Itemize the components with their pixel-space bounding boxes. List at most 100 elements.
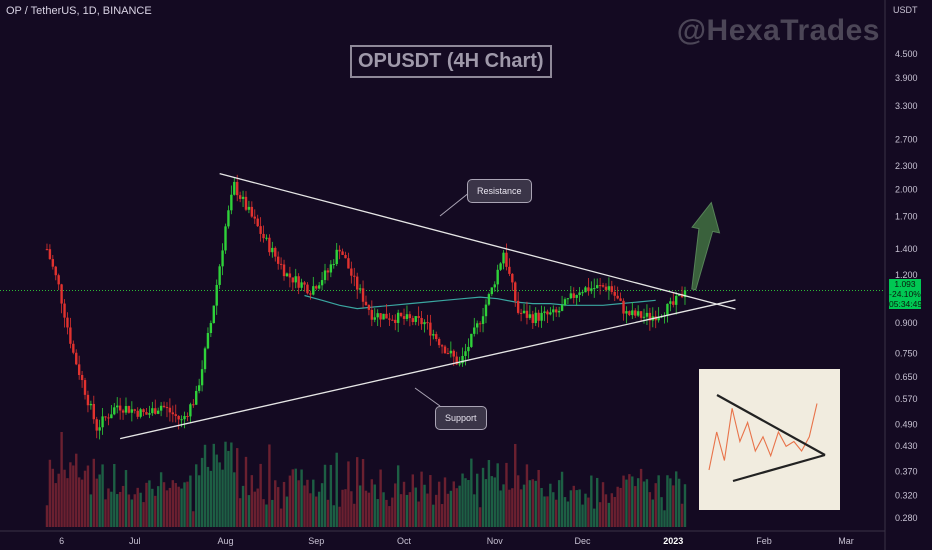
candle-body	[446, 353, 450, 355]
volume-bar	[338, 506, 341, 527]
volume-bar	[657, 475, 660, 527]
moving-average-line	[304, 294, 656, 310]
volume-bar	[86, 465, 90, 527]
y-tick-label: 0.900	[895, 318, 918, 328]
candle-body	[206, 332, 210, 349]
volume-bar	[461, 473, 464, 527]
volume-bar	[83, 470, 87, 527]
volume-bar	[101, 464, 104, 527]
candle-body	[511, 273, 514, 283]
candle-body	[405, 314, 409, 319]
candle-body	[300, 282, 303, 288]
candle-body	[241, 196, 245, 199]
candle-body	[484, 304, 488, 317]
x-tick-label: 2023	[663, 536, 683, 546]
candle-body	[613, 291, 616, 296]
volume-bar	[639, 468, 643, 527]
candle-body	[537, 312, 540, 321]
volume-bar	[227, 450, 230, 527]
candle-body	[262, 233, 265, 239]
volume-bar	[516, 475, 520, 527]
volume-bar	[291, 469, 295, 527]
volume-bar	[297, 480, 300, 527]
volume-bar	[45, 505, 49, 527]
volume-bar	[159, 472, 163, 527]
volume-bar	[429, 475, 432, 527]
volume-bar	[543, 496, 546, 527]
candle-body	[309, 293, 312, 295]
candle-body	[256, 218, 259, 227]
volume-bar	[519, 489, 523, 527]
candle-body	[657, 316, 660, 321]
candle-body	[45, 249, 49, 251]
volume-bar	[449, 490, 453, 527]
volume-bar	[265, 504, 268, 527]
candle-body	[426, 322, 429, 324]
volume-bar	[628, 474, 631, 527]
candle-body	[250, 206, 254, 217]
volume-bar	[654, 483, 657, 527]
candle-body	[598, 285, 602, 287]
volume-bar	[417, 501, 420, 527]
volume-bar	[215, 454, 218, 527]
volume-bar	[598, 502, 602, 527]
candle-body	[388, 318, 391, 320]
volume-bar	[502, 484, 505, 527]
candle-body	[247, 206, 251, 210]
volume-bar	[262, 499, 265, 527]
candle-body	[391, 319, 394, 321]
candle-body	[487, 294, 491, 305]
candle-body	[367, 305, 371, 310]
candle-body	[666, 303, 669, 316]
candle-body	[168, 407, 172, 413]
y-tick-label: 0.320	[895, 491, 918, 501]
volume-bar	[557, 480, 561, 527]
candle-body	[639, 311, 643, 318]
volume-bar	[549, 483, 552, 527]
candle-body	[110, 414, 113, 419]
candle-body	[121, 410, 125, 413]
candle-body	[616, 295, 619, 299]
volume-bar	[560, 471, 564, 527]
volume-bar	[72, 465, 75, 527]
candle-body	[590, 288, 593, 292]
volume-bar	[218, 462, 221, 527]
volume-bar	[634, 486, 637, 527]
volume-bar	[540, 487, 543, 527]
volume-bar	[645, 479, 649, 527]
candle-body	[514, 282, 517, 301]
volume-bar	[130, 499, 134, 527]
candle-body	[186, 416, 189, 418]
price-badge-countdown: 05:34:49	[889, 299, 923, 309]
candle-body	[555, 309, 558, 313]
candle-body	[443, 346, 447, 354]
volume-bar	[320, 483, 324, 527]
volume-bar	[288, 475, 292, 527]
candle-body	[271, 247, 274, 253]
volume-bar	[80, 479, 84, 527]
candle-body	[265, 237, 268, 239]
volume-bar	[244, 456, 248, 527]
volume-bar	[124, 470, 128, 527]
candle-body	[171, 412, 175, 415]
candle-body	[101, 416, 104, 428]
volume-bar	[683, 484, 687, 527]
candle-body	[587, 287, 590, 292]
volume-bar	[250, 475, 254, 527]
candles	[45, 174, 687, 440]
candle-body	[481, 316, 485, 324]
volume-bar	[344, 489, 347, 527]
volume-bar	[279, 508, 283, 527]
candle-body	[230, 194, 233, 211]
inset-upper-line	[716, 394, 826, 456]
candle-body	[672, 301, 675, 305]
candle-body	[116, 405, 119, 408]
volume-bar	[525, 464, 529, 527]
volume-bar	[373, 484, 376, 527]
candle-body	[329, 264, 333, 273]
candle-body	[156, 410, 160, 414]
candle-body	[499, 263, 502, 270]
axis-currency: USDT	[893, 5, 918, 15]
volume-bar	[651, 499, 654, 527]
